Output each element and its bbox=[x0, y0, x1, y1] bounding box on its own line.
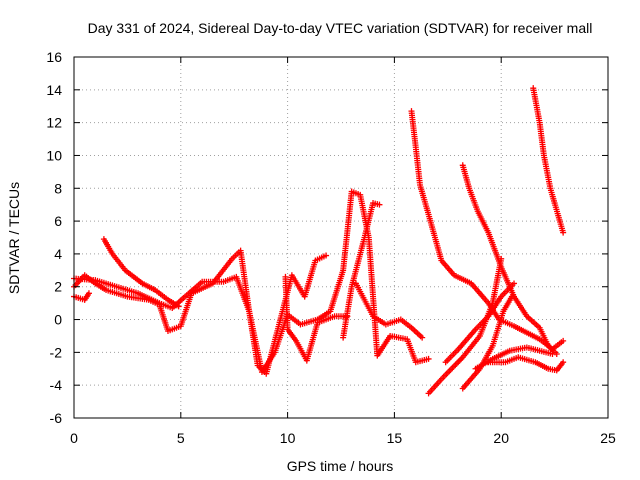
x-axis-label: GPS time / hours bbox=[287, 458, 394, 474]
series-track-3 bbox=[100, 236, 182, 310]
data-point bbox=[560, 337, 567, 344]
series-track-5 bbox=[282, 273, 351, 364]
series-track-12 bbox=[442, 280, 518, 366]
data-point bbox=[175, 303, 182, 310]
x-tick-label: 25 bbox=[600, 430, 616, 446]
y-tick-label: -6 bbox=[50, 410, 63, 426]
x-tick-label: 20 bbox=[493, 430, 509, 446]
plot-frame bbox=[73, 56, 609, 419]
series-track-14 bbox=[472, 344, 556, 372]
x-tick-label: 10 bbox=[280, 430, 296, 446]
data-marks bbox=[71, 85, 567, 397]
x-tick-label: 15 bbox=[387, 430, 403, 446]
y-tick-label: 6 bbox=[54, 213, 62, 229]
data-point bbox=[511, 280, 518, 287]
series-track-15 bbox=[485, 354, 567, 374]
series-track-8 bbox=[408, 108, 567, 353]
data-point bbox=[560, 359, 567, 366]
y-axis-label: SDTVAR / TECUs bbox=[6, 182, 22, 294]
y-tick-label: 16 bbox=[46, 49, 62, 65]
data-point bbox=[376, 201, 383, 208]
series-track-6 bbox=[340, 200, 383, 341]
data-point bbox=[498, 255, 505, 262]
y-tick-label: 12 bbox=[46, 115, 62, 131]
series-track-2 bbox=[71, 247, 330, 377]
axis-ticks: 0 5 10 15 20 25 -6 -4 -2 0 2 4 6 8 10 12 14 16 bbox=[46, 49, 616, 446]
data-point bbox=[508, 293, 515, 300]
y-tick-label: 14 bbox=[46, 82, 62, 98]
data-point bbox=[425, 355, 432, 362]
data-point bbox=[85, 290, 92, 297]
series-track-7 bbox=[352, 280, 426, 341]
x-tick-label: 5 bbox=[177, 430, 185, 446]
grid-lines bbox=[74, 57, 608, 418]
y-tick-label: 10 bbox=[46, 147, 62, 163]
series-track-1 bbox=[71, 188, 432, 376]
y-tick-label: 0 bbox=[54, 312, 62, 328]
x-tick-label: 0 bbox=[70, 430, 78, 446]
data-point bbox=[560, 229, 567, 236]
data-point bbox=[419, 334, 426, 341]
y-tick-label: -4 bbox=[50, 377, 63, 393]
series-track-4 bbox=[71, 290, 92, 303]
y-tick-label: 8 bbox=[54, 180, 62, 196]
series-track-13 bbox=[459, 293, 515, 392]
y-tick-label: 4 bbox=[54, 246, 62, 262]
chart-title: Day 331 of 2024, Sidereal Day-to-day VTE… bbox=[88, 20, 593, 36]
data-point bbox=[549, 351, 556, 358]
series-track-11 bbox=[425, 255, 505, 397]
series-track-10 bbox=[530, 85, 567, 236]
data-point bbox=[323, 252, 330, 259]
y-tick-label: 2 bbox=[54, 279, 62, 295]
y-tick-label: -2 bbox=[50, 344, 63, 360]
